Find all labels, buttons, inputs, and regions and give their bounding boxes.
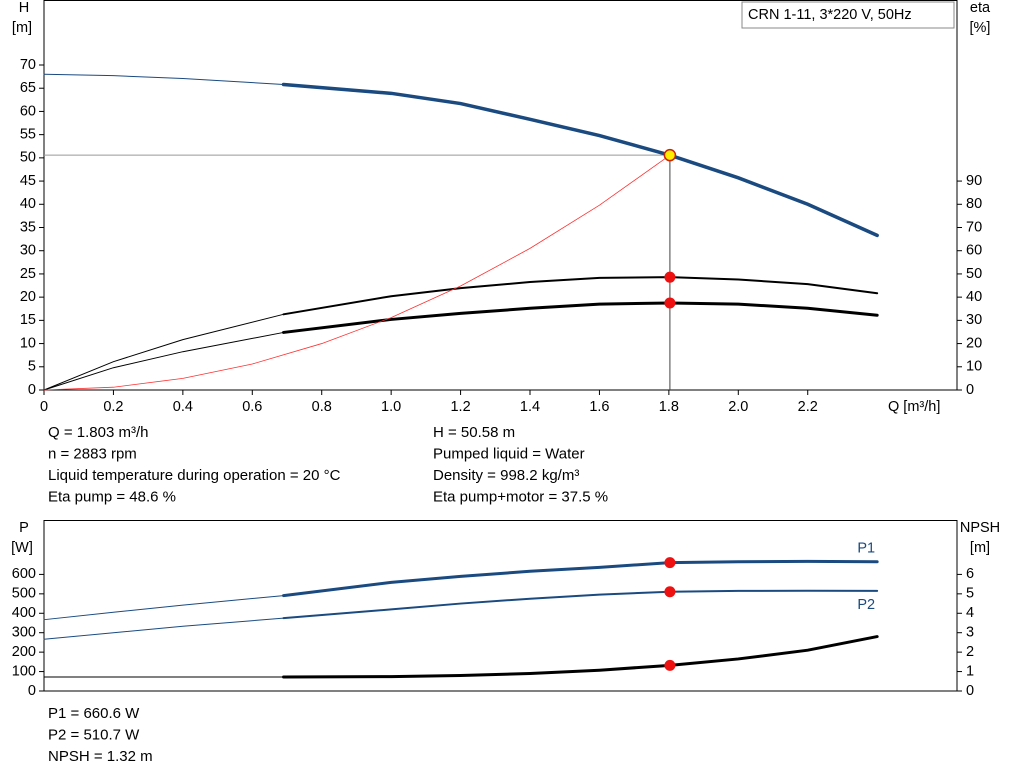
curve (282, 635, 879, 679)
y-tick-label: 100 (12, 663, 36, 679)
y-tick-label: 55 (20, 126, 36, 142)
info-text: Density = 998.2 kg/m³ (433, 467, 579, 484)
y-tick-label: 50 (20, 150, 36, 166)
info-text: P1 = 660.6 W (48, 705, 140, 722)
y-tick-label: 200 (12, 644, 36, 660)
curve (43, 73, 285, 85)
y2-tick-label: 90 (966, 173, 982, 189)
y-tick-label: 65 (20, 80, 36, 96)
info-text: Eta pump+motor = 37.5 % (433, 488, 608, 505)
x-tick-label: 0.2 (103, 399, 123, 415)
x-tick-label: 0.8 (312, 399, 332, 415)
info-text: H = 50.58 m (433, 424, 515, 441)
x-tick-label: 0.4 (173, 399, 193, 415)
y-tick-label: 400 (12, 605, 36, 621)
info-text: Eta pump = 48.6 % (48, 488, 176, 505)
y2-axis-label: eta (970, 0, 991, 16)
curve (43, 617, 285, 640)
info-text: NPSH = 1.32 m (48, 748, 153, 765)
y2-tick-label: 5 (966, 586, 974, 602)
curve (282, 276, 879, 316)
y-axis-unit: [m] (12, 20, 32, 36)
y-tick-label: 20 (20, 289, 36, 305)
y2-tick-label: 40 (966, 289, 982, 305)
x-tick-label: 0.6 (242, 399, 262, 415)
info-text: Liquid temperature during operation = 20… (48, 467, 341, 484)
y-tick-label: 30 (20, 243, 36, 259)
x-tick-label: 1.4 (520, 399, 540, 415)
y-tick-label: 70 (20, 57, 36, 73)
y-tick-label: 25 (20, 266, 36, 282)
y-tick-label: 45 (20, 173, 36, 189)
x-tick-label: 0 (40, 399, 48, 415)
y-tick-label: 5 (28, 359, 36, 375)
info-text: n = 2883 rpm (48, 445, 137, 462)
y-axis-unit: [W] (11, 540, 33, 556)
y2-tick-label: 30 (966, 312, 982, 328)
y2-tick-label: 6 (966, 566, 974, 582)
y-tick-label: 15 (20, 312, 36, 328)
chart-title: CRN 1-11, 3*220 V, 50Hz (748, 7, 912, 23)
y2-tick-label: 3 (966, 625, 974, 641)
plot-frame (43, 520, 958, 692)
y2-axis-unit: [m] (970, 540, 990, 556)
y2-tick-label: 10 (966, 359, 982, 375)
y-tick-label: 40 (20, 196, 36, 212)
curve (43, 331, 285, 391)
operating-point (664, 271, 676, 283)
y2-axis-unit: [%] (970, 20, 991, 36)
y2-tick-label: 20 (966, 335, 982, 351)
x-tick-label: 1.2 (450, 399, 470, 415)
operating-point (664, 557, 676, 569)
y-tick-label: 10 (20, 335, 36, 351)
y2-tick-label: 0 (966, 382, 974, 398)
y-tick-label: 300 (12, 625, 36, 641)
x-tick-label: 1.6 (589, 399, 609, 415)
y-tick-label: 60 (20, 103, 36, 119)
x-tick-label: 1.8 (659, 399, 679, 415)
curve (281, 82, 879, 238)
y2-tick-label: 50 (966, 266, 982, 282)
y-tick-label: 0 (28, 683, 36, 699)
y-axis-label: P (19, 520, 29, 536)
y2-tick-label: 1 (966, 663, 974, 679)
title-box (741, 1, 955, 29)
curve (43, 595, 285, 621)
operating-point (664, 297, 676, 309)
series-label: P1 (857, 541, 875, 557)
y-tick-label: 35 (20, 219, 36, 235)
x-tick-label: 2.2 (798, 399, 818, 415)
series-label: P2 (857, 597, 875, 613)
x-tick-label: 2.0 (728, 399, 748, 415)
info-text: Pumped liquid = Water (433, 445, 585, 462)
y2-tick-label: 80 (966, 196, 982, 212)
curve (282, 589, 879, 620)
operating-point (664, 659, 676, 671)
curve (43, 313, 285, 391)
y2-tick-label: 0 (966, 683, 974, 699)
y-axis-label: H (19, 0, 29, 16)
y2-tick-label: 70 (966, 219, 982, 235)
y-tick-label: 600 (12, 566, 36, 582)
info-text: P2 = 510.7 W (48, 726, 140, 743)
curve (282, 559, 879, 598)
curve (43, 154, 671, 391)
info-text: Q = 1.803 m³/h (48, 424, 148, 441)
operating-point (663, 148, 677, 162)
x-tick-label: 1.0 (381, 399, 401, 415)
plot-frame (43, 0, 958, 391)
operating-point (664, 586, 676, 598)
y2-tick-label: 60 (966, 243, 982, 259)
curve (282, 301, 879, 334)
y2-tick-label: 4 (966, 605, 974, 621)
y-tick-label: 500 (12, 586, 36, 602)
y-tick-label: 0 (28, 382, 36, 398)
y2-axis-label: NPSH (960, 520, 1000, 536)
x-axis-label: Q [m³/h] (888, 399, 940, 415)
y2-tick-label: 2 (966, 644, 974, 660)
